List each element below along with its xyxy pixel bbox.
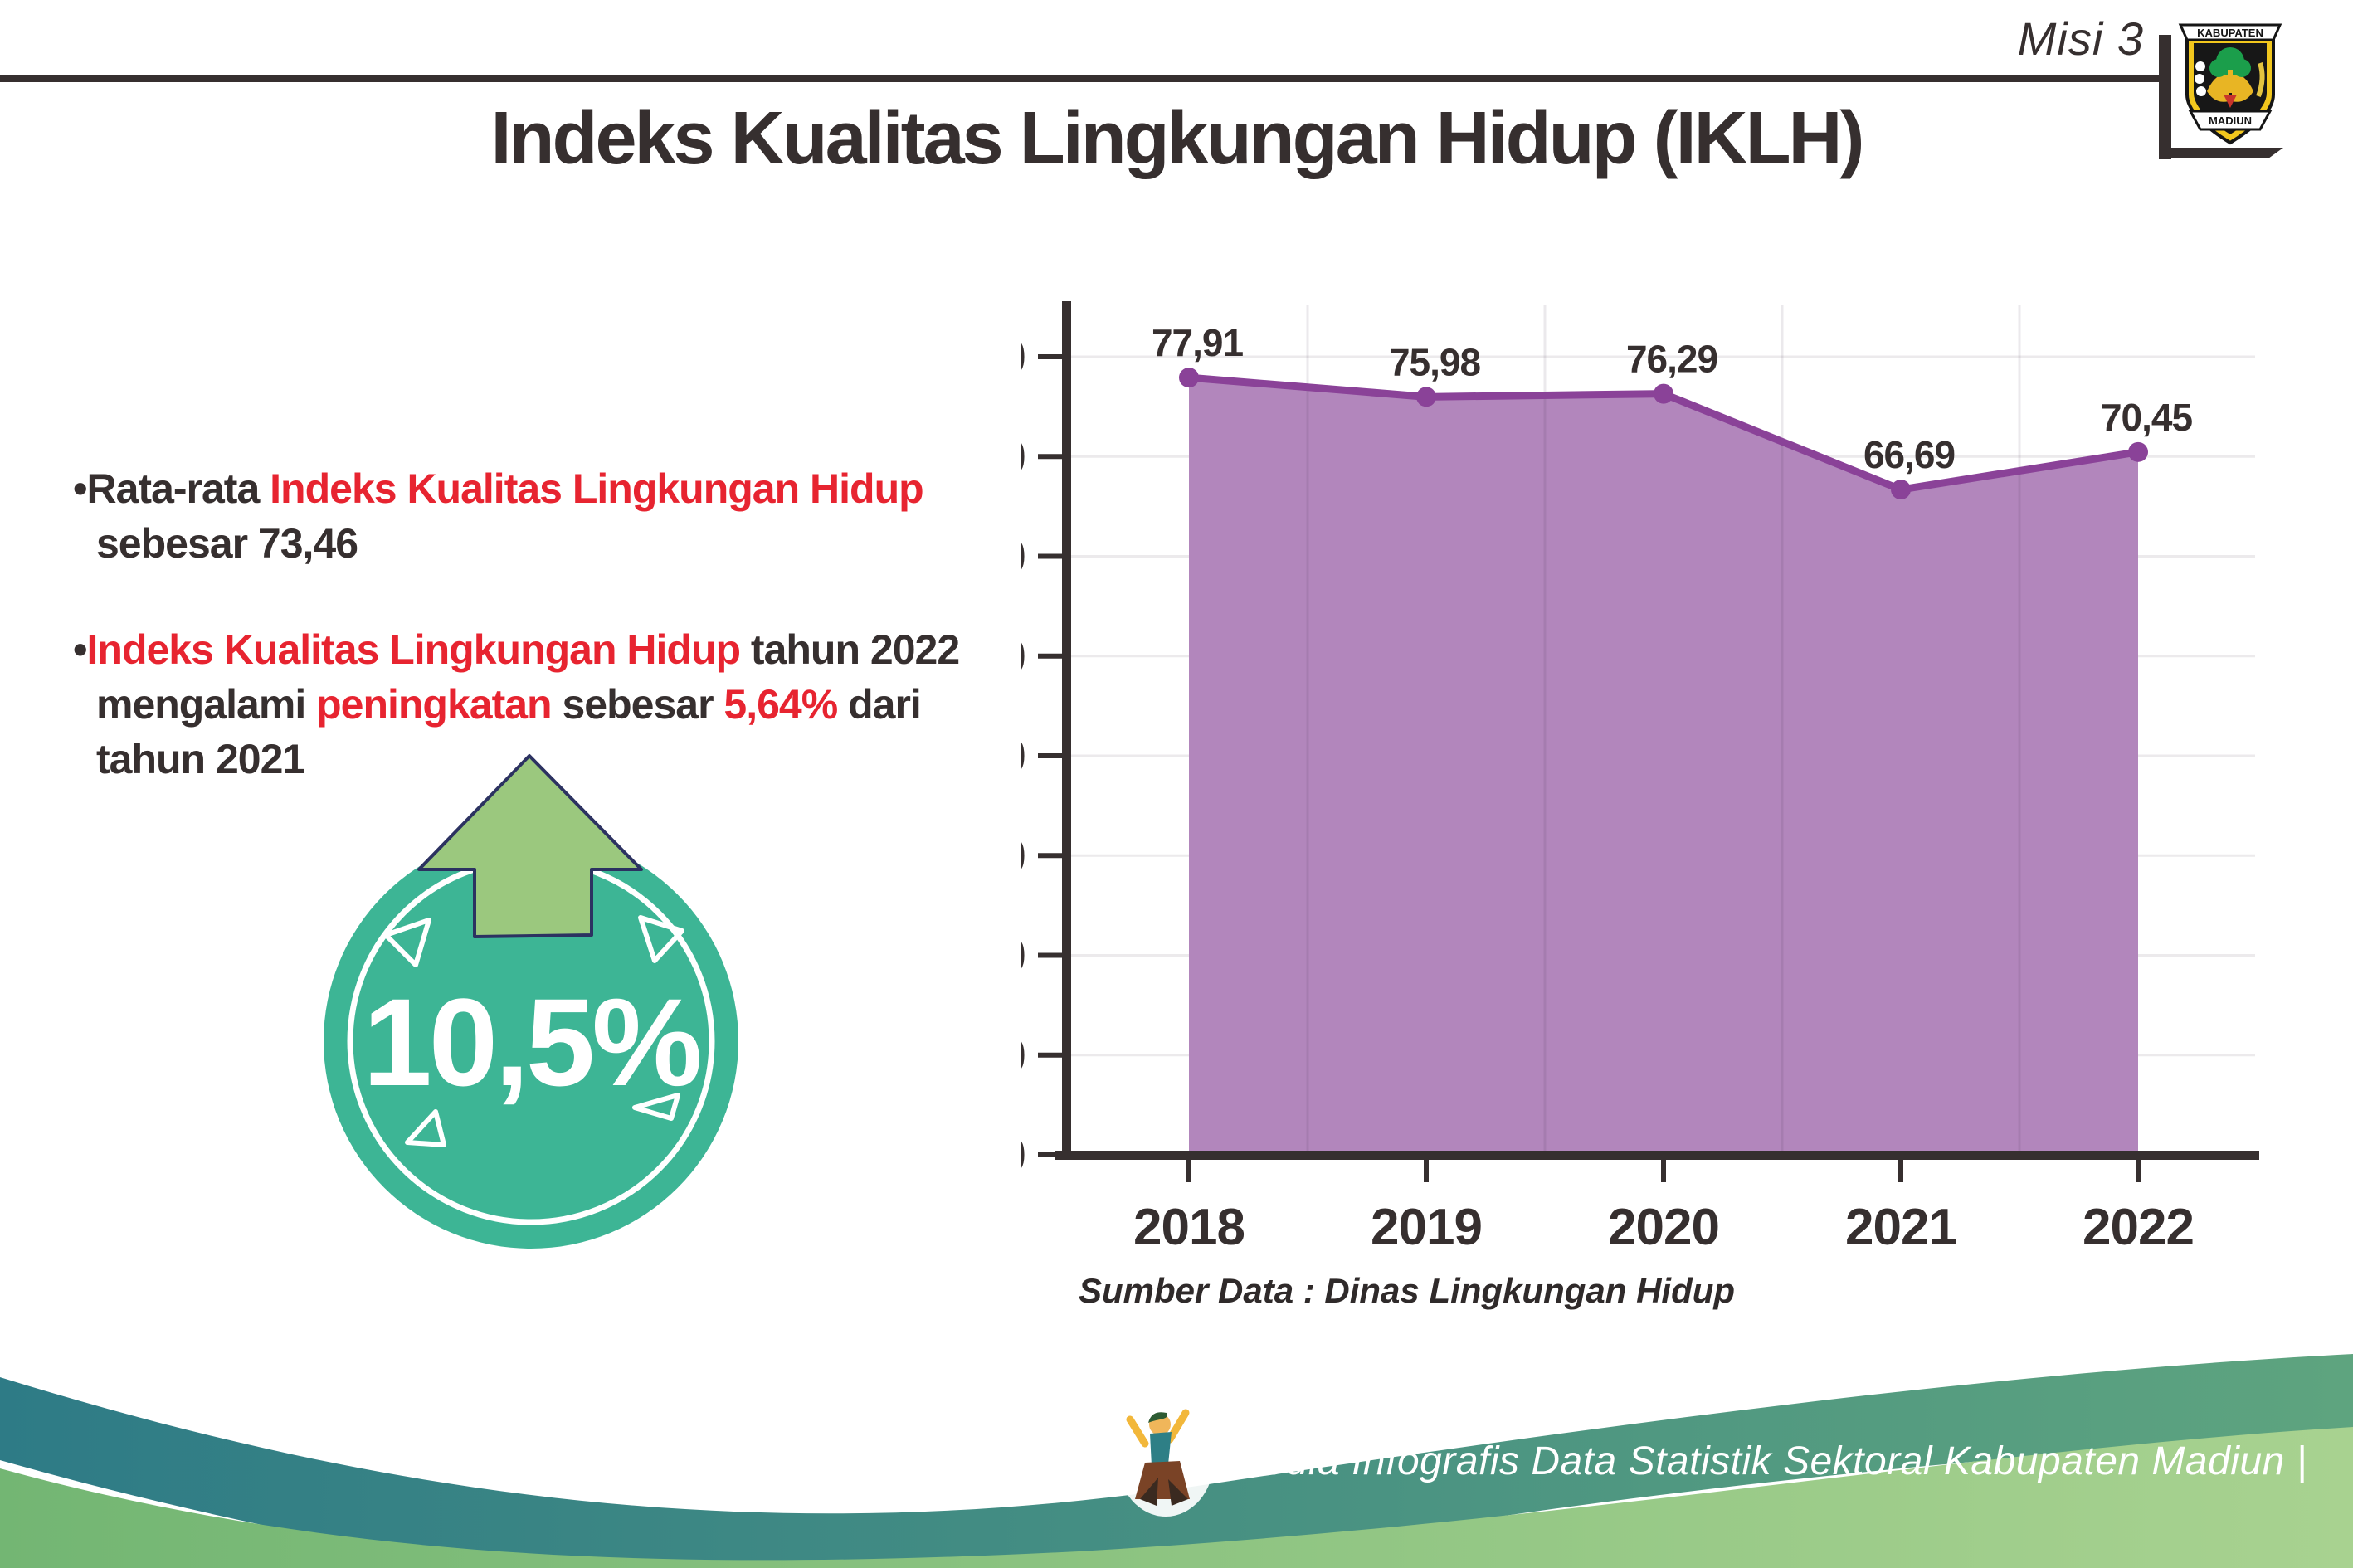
footer-wave-front (0, 1427, 2353, 1568)
svg-text:77,91: 77,91 (1152, 321, 1244, 364)
svg-text:2020: 2020 (1608, 1199, 1719, 1256)
bullet2-red-text-1: Indeks Kualitas Lingkungan Hidup (86, 626, 742, 673)
bullet2-dark-text-4: dari (837, 681, 922, 728)
sparkle-icon (383, 918, 431, 967)
sparkle-icon (632, 1093, 680, 1121)
bullet1-line1: •Rata-rata Indeks Kualitas Lingkungan Hi… (73, 461, 1027, 516)
misi-label: Misi 3 (2017, 12, 2144, 65)
bullet2-line1: •Indeks Kualitas Lingkungan Hidup tahun … (73, 622, 1027, 677)
svg-text:50: 50 (1021, 629, 1026, 684)
bullet2-line2: mengalami peningkatan sebesar 5,64% dari (73, 677, 1027, 732)
sparkle-icon (638, 915, 684, 963)
svg-text:2019: 2019 (1371, 1199, 1482, 1256)
bullet-item-1: •Rata-rata Indeks Kualitas Lingkungan Hi… (73, 461, 1027, 571)
logo-bottom-banner (2188, 110, 2273, 131)
svg-text:20: 20 (1021, 928, 1026, 984)
bullet2-dark-text-1: tahun 2022 (740, 626, 960, 673)
svg-text:2018: 2018 (1133, 1199, 1245, 1256)
svg-text:2022: 2022 (2083, 1199, 2194, 1256)
sparkle-icon (405, 1109, 446, 1147)
bullet2-dark-text-3: sebesar (551, 681, 724, 728)
bullet-marker: • (73, 465, 87, 512)
logo-top-banner (2178, 23, 2282, 41)
iklh-chart: 0 10 20 30 40 50 60 70 80 2018 2019 2020 2021 2022 77,… (1021, 301, 2259, 1256)
svg-text:2021: 2021 (1845, 1199, 1956, 1256)
bullet2-line3: tahun 2021 (96, 736, 305, 782)
svg-text:66,69: 66,69 (1863, 433, 1955, 476)
svg-text:70,45: 70,45 (2101, 396, 2193, 439)
header-rule (0, 75, 2167, 82)
bullet1-red-text: Indeks Kualitas Lingkungan Hidup (270, 465, 924, 512)
source-note: Sumber Data : Dinas Lingkungan Hidup (1079, 1271, 1736, 1310)
logo-frame-horizontal (2159, 148, 2283, 158)
bullet-list: •Rata-rata Indeks Kualitas Lingkungan Hi… (73, 461, 1027, 838)
bullet2-red-text-2: peningkatan (316, 681, 552, 728)
svg-text:40: 40 (1021, 728, 1026, 784)
footer-caption: Media Infografis Data Statistik Sektoral… (1230, 1439, 2307, 1483)
bullet2-red-text-3: 5,64% (723, 681, 838, 728)
svg-text:70: 70 (1021, 429, 1026, 485)
svg-text:10: 10 (1021, 1028, 1026, 1083)
page-title: Indeks Kualitas Lingkungan Hidup (IKLH) (490, 97, 1864, 180)
footer-wave-back (0, 1354, 2353, 1568)
svg-text:0: 0 (1021, 1127, 1026, 1183)
svg-text:60: 60 (1021, 529, 1026, 585)
kabupaten-madiun-logo-icon: KABUPATEN MADIUN (2178, 23, 2282, 145)
logo-bottom-text: MADIUN (2209, 114, 2252, 127)
svg-text:76,29: 76,29 (1626, 338, 1717, 381)
up-arrow-icon (417, 754, 643, 938)
svg-text:75,98: 75,98 (1389, 340, 1481, 383)
svg-text:80: 80 (1021, 329, 1026, 385)
logo-frame-vertical (2159, 35, 2171, 159)
logo-top-text: KABUPATEN (2197, 27, 2263, 39)
badge-value: 10,5% (363, 972, 699, 1112)
bullet-item-2: •Indeks Kualitas Lingkungan Hidup tahun … (73, 622, 1027, 786)
bullet-marker: • (73, 626, 87, 673)
bullet2-dark-text-2: mengalami (96, 681, 317, 728)
mascot-icon (1118, 1404, 1214, 1517)
bullet1-line2: sebesar 73,46 (96, 520, 358, 567)
bullet1-dark-text: Rata-rata (86, 465, 270, 512)
svg-text:30: 30 (1021, 828, 1026, 884)
footer-wave (0, 1354, 2353, 1568)
increase-badge: 10,5% (324, 754, 738, 1249)
